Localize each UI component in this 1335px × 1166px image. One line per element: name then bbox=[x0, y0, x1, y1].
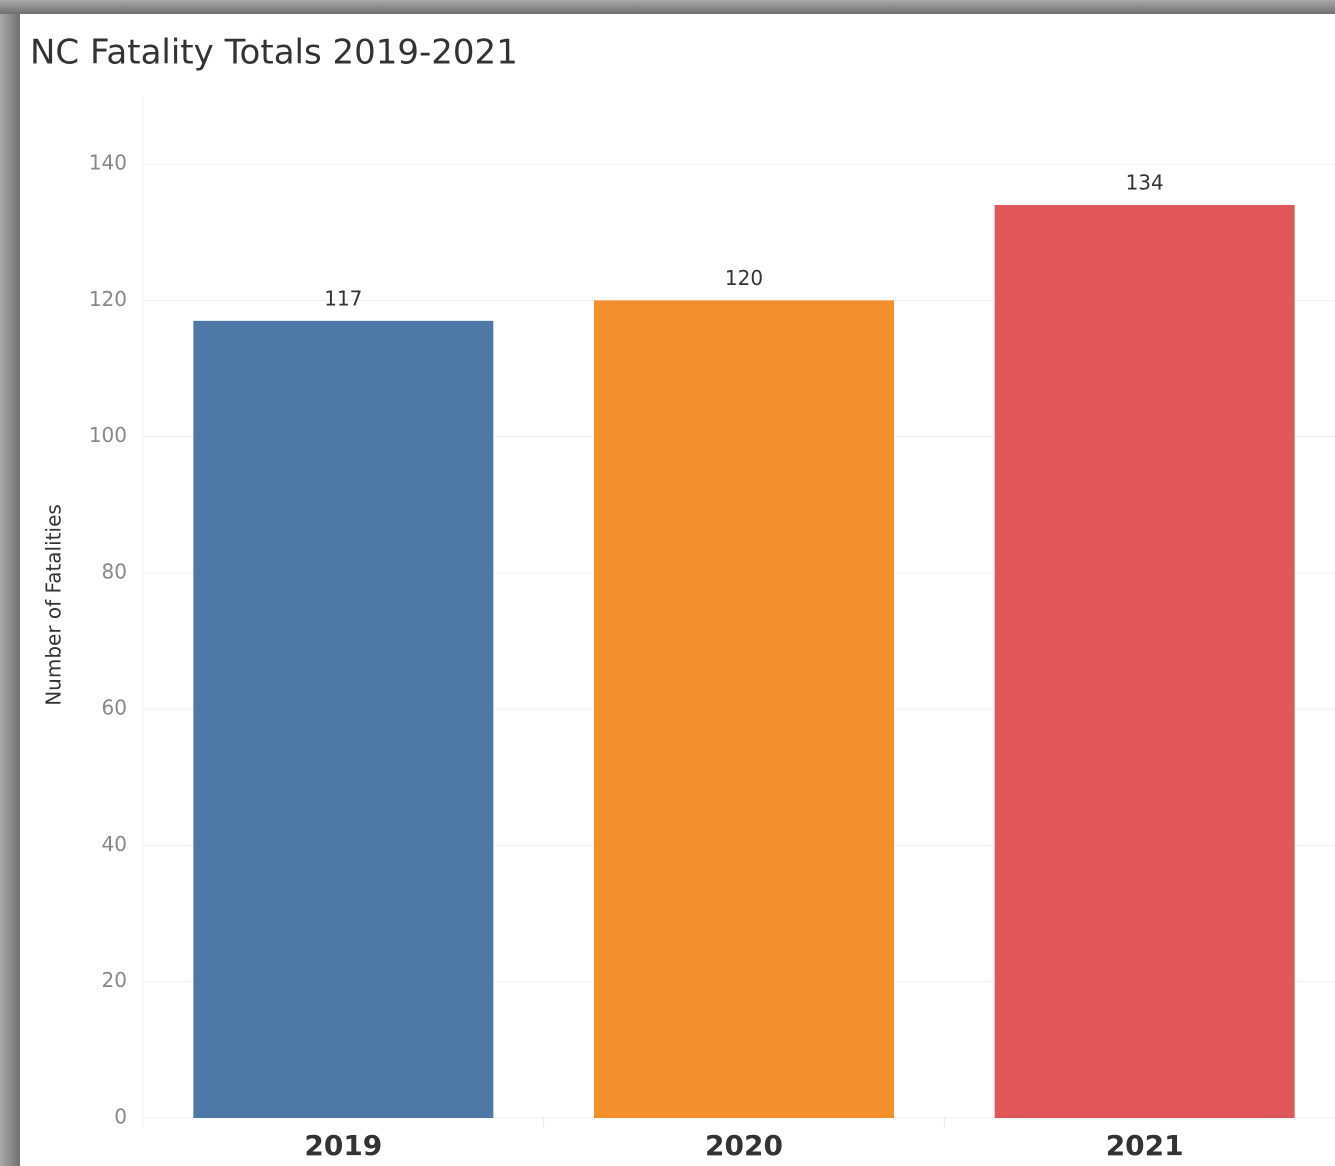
y-tick-label: 60 bbox=[102, 696, 127, 720]
y-tick-label: 0 bbox=[114, 1105, 127, 1129]
y-axis-label: Number of Fatalities bbox=[42, 504, 66, 706]
y-tick-label: 140 bbox=[89, 151, 127, 175]
y-tick-label: 100 bbox=[89, 423, 127, 447]
x-tick-label: 2021 bbox=[1106, 1129, 1184, 1162]
bar bbox=[994, 205, 1295, 1119]
data-label: 134 bbox=[1126, 171, 1164, 195]
data-label: 120 bbox=[725, 266, 763, 290]
bar bbox=[193, 320, 494, 1119]
frame-left bbox=[0, 0, 20, 1166]
x-tick-label: 2019 bbox=[304, 1129, 382, 1162]
chart-title: NC Fatality Totals 2019-2021 bbox=[30, 33, 518, 73]
frame-top bbox=[0, 0, 1335, 14]
data-label: 117 bbox=[324, 286, 362, 310]
y-tick-label: 120 bbox=[89, 287, 127, 311]
y-tick-label: 40 bbox=[102, 832, 127, 856]
x-tick-label: 2020 bbox=[705, 1129, 783, 1162]
y-tick-label: 20 bbox=[102, 968, 127, 992]
bar bbox=[594, 300, 894, 1118]
y-tick-label: 80 bbox=[102, 559, 127, 583]
